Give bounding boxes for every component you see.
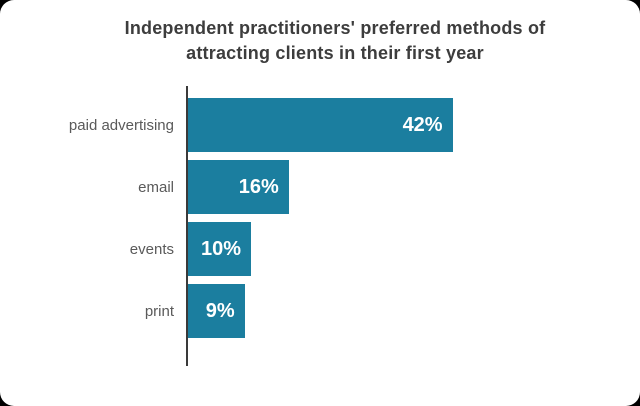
bar-row: 9%: [188, 280, 640, 342]
bar: 10%: [188, 222, 251, 276]
bar-row: 42%: [188, 94, 640, 156]
plot-area: paid advertising email events print 42% …: [0, 86, 640, 366]
category-label: print: [144, 302, 174, 320]
category-label: paid advertising: [68, 116, 174, 134]
bar: 42%: [188, 98, 453, 152]
bar-row: 10%: [188, 218, 640, 280]
chart-title: Independent practitioners' preferred met…: [70, 16, 600, 66]
category-label: email: [138, 178, 174, 196]
category-label: events: [129, 240, 174, 258]
chart-title-line1: Independent practitioners' preferred met…: [124, 18, 546, 38]
bar-row: 16%: [188, 156, 640, 218]
chart-title-line2: attracting clients in their first year: [186, 43, 484, 63]
category-axis-labels: paid advertising email events print: [0, 86, 186, 366]
bar: 9%: [188, 284, 245, 338]
bars-area-with-y-axis: 42% 16% 10% 9%: [186, 86, 640, 366]
bar: 16%: [188, 160, 289, 214]
